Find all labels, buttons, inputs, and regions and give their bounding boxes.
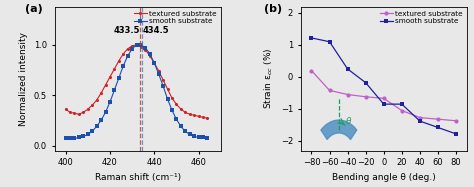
Text: 433.5: 433.5 [113,26,140,35]
smooth substrate [129,48,135,50]
Text: 434.5: 434.5 [142,26,169,35]
Legend: textured substrate, smooth substrate: textured substrate, smooth substrate [133,10,217,25]
smooth substrate [381,103,387,105]
textured substrate [435,118,441,120]
smooth substrate [63,137,68,140]
smooth substrate [103,111,109,113]
smooth substrate [143,47,148,49]
textured substrate [187,113,192,115]
textured substrate [81,111,86,113]
smooth substrate [156,73,162,75]
textured substrate [67,111,73,113]
smooth substrate [453,133,459,135]
textured substrate [169,97,175,99]
textured substrate [173,103,179,105]
textured substrate [134,44,139,46]
textured substrate [111,68,117,70]
smooth substrate [151,62,157,64]
textured substrate [85,108,91,110]
smooth substrate [120,65,126,67]
smooth substrate [72,137,77,140]
smooth substrate [435,126,441,129]
textured substrate [345,94,350,96]
Text: (b): (b) [264,4,282,14]
smooth substrate [125,55,130,57]
textured substrate [165,88,171,90]
Y-axis label: Normalized intensity: Normalized intensity [19,32,28,125]
Line: smooth substrate: smooth substrate [64,43,209,140]
textured substrate [399,109,405,112]
textured substrate [125,48,130,50]
smooth substrate [187,133,192,136]
smooth substrate [178,125,184,128]
smooth substrate [98,119,104,121]
Text: (a): (a) [25,4,42,14]
textured substrate [182,111,188,113]
textured substrate [103,84,109,86]
smooth substrate [417,120,423,122]
smooth substrate [138,44,144,46]
textured substrate [327,89,332,91]
Line: textured substrate: textured substrate [310,68,458,123]
smooth substrate [165,98,171,100]
smooth substrate [94,125,100,128]
smooth substrate [182,130,188,133]
textured substrate [151,62,157,64]
X-axis label: Bending angle θ (deg.): Bending angle θ (deg.) [332,173,436,182]
Y-axis label: Strain ε$_{cc}$ (%): Strain ε$_{cc}$ (%) [263,48,275,109]
smooth substrate [90,130,95,133]
smooth substrate [327,41,332,43]
smooth substrate [169,109,175,111]
smooth substrate [309,37,314,39]
smooth substrate [76,136,82,139]
textured substrate [200,116,206,118]
textured substrate [143,49,148,51]
textured substrate [72,112,77,114]
smooth substrate [107,101,113,103]
textured substrate [309,69,314,72]
smooth substrate [173,118,179,120]
textured substrate [98,92,104,94]
textured substrate [381,97,387,99]
textured substrate [363,96,368,98]
textured substrate [63,108,68,110]
X-axis label: Raman shift (cm⁻¹): Raman shift (cm⁻¹) [95,173,181,182]
textured substrate [76,113,82,115]
textured substrate [205,117,210,119]
textured substrate [147,55,153,57]
Line: textured substrate: textured substrate [64,43,209,120]
smooth substrate [196,136,201,139]
textured substrate [160,79,166,81]
smooth substrate [200,136,206,139]
textured substrate [196,115,201,117]
smooth substrate [85,133,91,136]
smooth substrate [363,82,368,84]
smooth substrate [111,89,117,91]
textured substrate [107,76,113,78]
textured substrate [120,53,126,55]
textured substrate [417,117,423,119]
smooth substrate [116,77,122,79]
textured substrate [191,114,197,117]
textured substrate [116,60,122,62]
smooth substrate [399,103,405,105]
smooth substrate [67,137,73,140]
textured substrate [90,104,95,106]
textured substrate [178,108,184,110]
smooth substrate [345,68,350,70]
Legend: textured substrate, smooth substrate: textured substrate, smooth substrate [379,10,463,25]
textured substrate [453,120,459,122]
textured substrate [94,99,100,101]
textured substrate [138,46,144,48]
smooth substrate [205,137,210,140]
smooth substrate [81,135,86,138]
textured substrate [156,70,162,72]
Line: smooth substrate: smooth substrate [310,36,458,136]
smooth substrate [191,135,197,138]
smooth substrate [147,53,153,55]
smooth substrate [134,44,139,46]
smooth substrate [160,85,166,87]
textured substrate [129,45,135,47]
